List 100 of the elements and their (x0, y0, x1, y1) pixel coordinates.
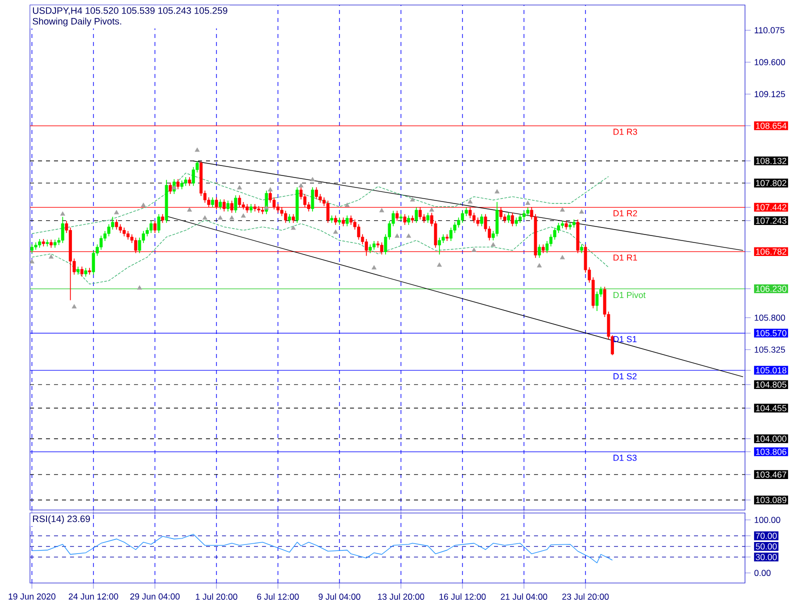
candlestick (153, 220, 156, 234)
x-tick-label: 6 Jul 12:00 (257, 593, 299, 600)
ref-line-label: D1 S3 (614, 454, 637, 461)
point (410, 197, 415, 202)
y-tick-label: 104.805 (756, 382, 786, 388)
candlestick (314, 186, 318, 200)
x-tick-label: 23 Jul 20:00 (562, 593, 609, 600)
candlestick (218, 198, 222, 210)
point (379, 208, 384, 212)
point (333, 230, 338, 234)
point (241, 213, 246, 218)
ref-line-label: D1 S2 (614, 373, 637, 380)
candlestick (449, 227, 452, 242)
ref-line-label: D1 R1 (614, 254, 638, 261)
y-tick-label: 100.00 (754, 516, 780, 523)
point (372, 265, 376, 270)
point (298, 183, 304, 188)
candlestick (480, 214, 484, 227)
y-tick-label: 106.230 (756, 286, 786, 292)
point (172, 185, 176, 190)
candlestick (557, 222, 560, 234)
ref-line-label: D1 Pivot (614, 292, 646, 298)
y-tick-label: 107.243 (756, 218, 786, 224)
x-tick-label: 21 Jul 04:00 (500, 593, 548, 600)
candlestick (61, 216, 64, 244)
candlestick (407, 215, 410, 226)
y-tick-label: 107.802 (756, 180, 786, 186)
point (394, 234, 400, 238)
y-tick-label: 110.075 (754, 27, 784, 34)
point (525, 200, 530, 205)
candlestick (460, 210, 464, 224)
y-tick-label: 0.00 (754, 570, 771, 576)
point (114, 210, 119, 214)
candlestick (538, 244, 541, 258)
y-tick-label: 107.442 (756, 204, 786, 210)
candlestick (399, 214, 403, 222)
point (494, 189, 500, 194)
point (141, 202, 146, 207)
y-tick-label: 108.654 (756, 122, 786, 129)
candlestick (92, 250, 95, 276)
point (194, 148, 200, 152)
candlestick (226, 200, 230, 212)
point (536, 263, 542, 268)
y-tick-label: 50.00 (756, 543, 777, 550)
x-tick-label: 9 Jul 04:00 (318, 593, 360, 600)
y-tick-label: 108.132 (756, 158, 786, 164)
point (310, 177, 315, 182)
point (237, 185, 242, 190)
point (264, 205, 269, 210)
point (48, 254, 54, 259)
y-tick-label: 103.089 (756, 496, 786, 504)
y-tick-label: 105.570 (756, 330, 786, 336)
candlestick (396, 210, 399, 222)
candlestick (376, 240, 380, 248)
chart-title: USDJPY,H4 105.520 105.539 105.243 105.259 (32, 7, 228, 15)
point (429, 207, 434, 212)
candlestick (150, 220, 153, 234)
candlestick (426, 212, 430, 224)
candlestick (403, 214, 406, 226)
point (290, 226, 296, 230)
point (490, 242, 496, 247)
candlestick (496, 202, 499, 237)
candlestick (100, 235, 103, 250)
y-tick-label: 70.00 (756, 532, 777, 539)
y-tick-label: 105.800 (754, 314, 786, 321)
point (137, 285, 142, 290)
x-tick-label: 29 Jun 04:00 (130, 593, 180, 600)
y-tick-label: 109.600 (754, 59, 786, 66)
point (437, 262, 442, 267)
point (218, 216, 223, 220)
y-tick-label: 103.467 (756, 472, 786, 478)
point (579, 209, 584, 214)
y-tick-label: 105.018 (756, 367, 786, 374)
x-tick-label: 16 Jul 12:00 (440, 593, 486, 600)
point (560, 207, 565, 212)
x-tick-label: 1 Jul 20:00 (196, 593, 238, 600)
point (560, 255, 565, 260)
point (30, 259, 34, 264)
ref-line-label: D1 R3 (614, 128, 638, 135)
candlestick (311, 186, 314, 212)
candlestick (507, 212, 510, 224)
ref-line-label: D1 R2 (614, 210, 638, 216)
point (468, 199, 472, 204)
point (60, 211, 66, 216)
candlestick (80, 266, 84, 278)
candlestick (234, 194, 238, 214)
point (268, 187, 273, 192)
point (202, 216, 208, 220)
y-tick-label: 109.125 (754, 91, 786, 98)
point (229, 216, 234, 220)
y-tick-label: 104.000 (756, 436, 786, 442)
candlestick (157, 214, 160, 234)
candlestick (192, 166, 195, 186)
point (72, 304, 77, 308)
point (187, 207, 192, 212)
candlestick (438, 237, 441, 255)
point (344, 202, 350, 207)
text: Showing Daily Pivots. (32, 18, 122, 26)
candlestick (284, 210, 288, 224)
y-tick-label: 103.806 (756, 448, 786, 455)
